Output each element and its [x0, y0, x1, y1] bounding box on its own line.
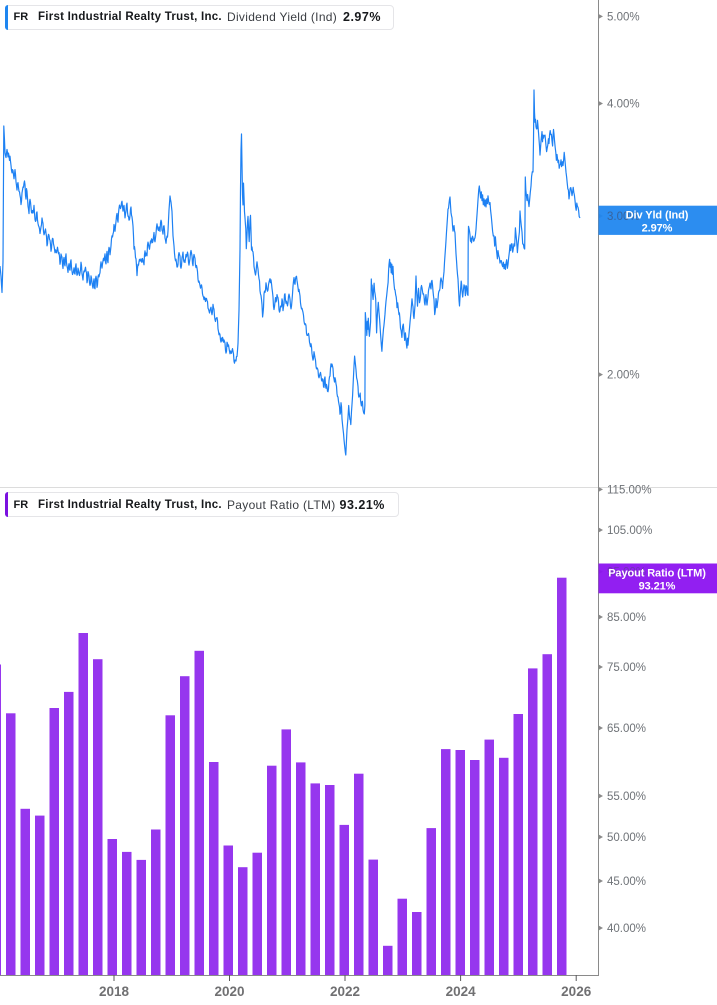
svg-text:65.00%: 65.00% — [607, 723, 646, 735]
svg-text:95.00%: 95.00% — [607, 567, 646, 579]
svg-text:2.97%: 2.97% — [642, 223, 673, 235]
svg-text:Div Yld (Ind): Div Yld (Ind) — [626, 210, 689, 222]
svg-text:4.00%: 4.00% — [607, 99, 640, 111]
svg-text:2022: 2022 — [330, 984, 360, 999]
svg-text:2.00%: 2.00% — [607, 370, 640, 382]
svg-text:85.00%: 85.00% — [607, 612, 646, 624]
svg-text:2020: 2020 — [214, 984, 244, 999]
svg-text:5.00%: 5.00% — [607, 11, 640, 23]
svg-text:93.21%: 93.21% — [639, 581, 676, 593]
svg-text:3.00%: 3.00% — [607, 211, 640, 223]
svg-text:2024: 2024 — [446, 984, 477, 999]
svg-text:Payout Ratio (LTM): Payout Ratio (LTM) — [608, 568, 706, 580]
svg-text:105.00%: 105.00% — [607, 525, 652, 537]
svg-text:2018: 2018 — [99, 984, 130, 999]
svg-text:40.00%: 40.00% — [607, 923, 646, 935]
svg-text:75.00%: 75.00% — [607, 662, 646, 674]
svg-text:50.00%: 50.00% — [607, 832, 646, 844]
svg-text:115.00%: 115.00% — [607, 484, 652, 496]
svg-text:55.00%: 55.00% — [607, 791, 646, 803]
svg-text:45.00%: 45.00% — [607, 876, 646, 888]
svg-text:2026: 2026 — [561, 984, 592, 999]
